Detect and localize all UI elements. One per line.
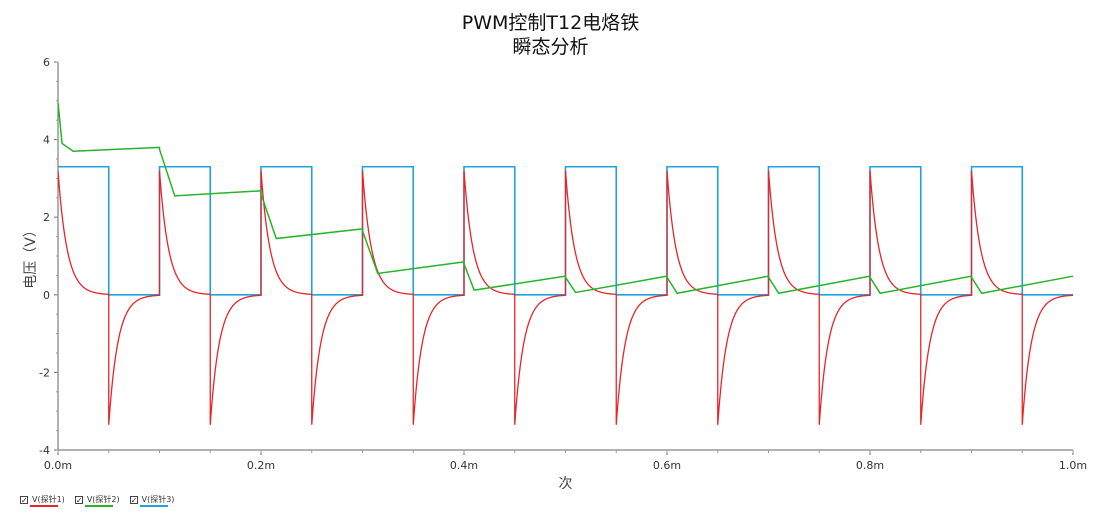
legend-item-1[interactable]: ✓ V(探针1) [20, 494, 65, 507]
y-tick-label: 2 [43, 211, 50, 224]
y-tick-label: 0 [43, 289, 50, 302]
legend-label-3: V(探针3) [141, 494, 175, 504]
legend-checkbox-2[interactable]: ✓ [74, 496, 83, 505]
legend-checkbox-3[interactable]: ✓ [129, 496, 138, 505]
legend: ✓ V(探针1) ✓ V(探针2) ✓ V(探针3) [20, 492, 174, 508]
legend-swatch-2 [84, 504, 113, 507]
legend-label-2: V(探针2) [86, 494, 120, 504]
legend-item-2[interactable]: ✓ V(探针2) [74, 494, 120, 507]
x-tick-label: 0.6m [653, 459, 681, 472]
y-tick-label: -4 [39, 444, 50, 457]
y-axis-label: 电压（V） [23, 223, 39, 289]
legend-swatch-1 [30, 504, 58, 507]
x-axis-label: 次 [559, 476, 573, 492]
series-1-line [57, 170, 1074, 425]
chart-title: PWM控制T12电烙铁 [461, 12, 640, 34]
legend-swatch-3 [139, 504, 168, 507]
series-2-line [57, 102, 1074, 295]
legend-checkbox-1[interactable]: ✓ [20, 496, 28, 505]
y-tick-label: 6 [43, 56, 50, 69]
y-tick-label: 4 [43, 134, 50, 147]
x-tick-label: 0.4m [450, 459, 478, 472]
x-tick-label: 0.2m [247, 459, 275, 472]
y-tick-label: -2 [39, 366, 50, 379]
x-tick-label: 1.0m [1059, 459, 1087, 472]
series-layer [57, 102, 1074, 425]
legend-label-1: V(探针1) [32, 494, 65, 504]
legend-item-3[interactable]: ✓ V(探针3) [129, 494, 175, 507]
x-tick-label: 0.0m [44, 459, 72, 472]
x-tick-label: 0.8m [856, 459, 884, 472]
axes: -4 -2 0 2 4 6 0.0m 0.2m 0.4m 0.6m 0.8m 1.0m [39, 56, 1087, 472]
chart-subtitle: 瞬态分析 [512, 36, 589, 58]
